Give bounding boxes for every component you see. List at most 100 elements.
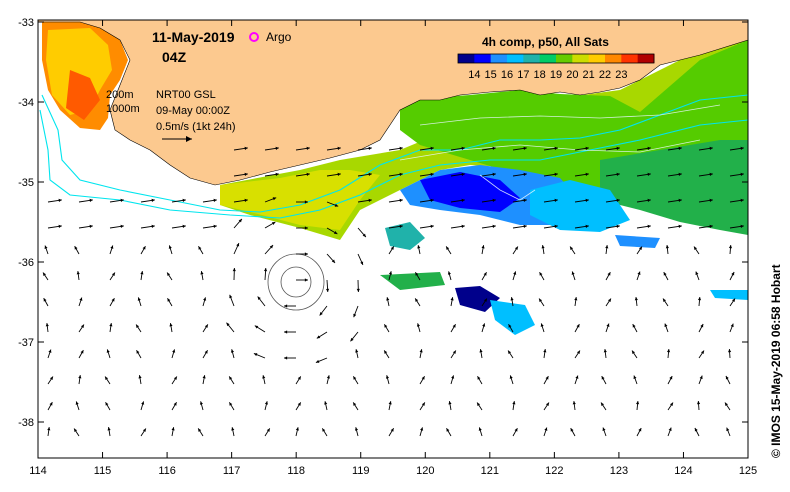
streamline-3 — [479, 174, 536, 201]
vector-arrow — [508, 323, 514, 333]
vector-arrow — [171, 349, 176, 359]
vector-arrow — [254, 325, 266, 333]
x-tick-label: 120 — [416, 465, 434, 477]
vector-arrow — [316, 331, 328, 339]
vector-arrow — [450, 324, 456, 333]
vector-arrow — [202, 324, 209, 333]
vector-arrow — [228, 402, 235, 411]
vector-arrow — [574, 224, 589, 229]
x-tick-label: 118 — [287, 465, 305, 477]
vector-arrow — [357, 227, 367, 238]
vector-arrow — [543, 198, 558, 203]
vector-arrow — [450, 375, 455, 385]
vector-arrow — [636, 401, 640, 411]
vector-arrow — [140, 224, 155, 229]
vector-arrow — [105, 401, 111, 411]
vector-arrow — [326, 146, 341, 151]
colorbar-tick-label: 17 — [517, 69, 529, 81]
vector-arrow — [667, 224, 682, 229]
vector-arrow — [140, 401, 145, 411]
vector-arrow — [169, 323, 173, 333]
vector-arrow — [695, 271, 700, 281]
vector-arrow — [667, 375, 673, 385]
vector-arrow — [263, 267, 268, 281]
vector-arrow — [698, 224, 713, 229]
argo-marker-icon — [249, 32, 259, 42]
vector-arrow — [698, 172, 713, 177]
vector-arrow — [724, 402, 731, 411]
vector-arrow — [76, 271, 80, 281]
vector-arrow — [202, 350, 208, 359]
vector-arrow — [728, 348, 732, 359]
vector-arrow — [264, 401, 268, 411]
vector-arrow — [605, 323, 610, 333]
vector-arrow — [171, 427, 175, 437]
vector-arrow — [264, 197, 277, 203]
colorbar-tick-label: 16 — [501, 69, 513, 81]
vector-arrow — [198, 246, 204, 255]
vector-arrow — [106, 349, 111, 359]
vector-arrow — [636, 224, 651, 229]
vector-arrow — [571, 271, 576, 281]
colorbar-tick-label: 21 — [583, 69, 595, 81]
vector-arrow — [481, 224, 496, 229]
vector-arrow — [233, 198, 248, 203]
vector-arrow — [605, 245, 609, 255]
vector-arrow — [136, 349, 142, 359]
vector-arrow — [295, 402, 302, 411]
vector-arrow — [479, 349, 483, 359]
vector-arrow — [481, 245, 485, 255]
vector-arrow — [636, 146, 651, 151]
vector-arrow — [171, 224, 186, 229]
vector-arrow — [729, 172, 744, 177]
vector-arrow — [663, 271, 669, 281]
vector-arrow — [357, 253, 364, 266]
vector-arrow — [202, 297, 207, 307]
vector-arrow — [543, 402, 550, 411]
colorbar-swatch — [523, 54, 541, 63]
plot-frame — [37, 19, 749, 459]
vector-arrow — [574, 146, 589, 151]
vector-arrow — [600, 402, 607, 411]
vector-arrow — [540, 323, 545, 333]
vector-arrow — [481, 172, 496, 177]
vector-arrow — [417, 245, 421, 255]
vector-arrow — [447, 271, 452, 281]
vector-arrow — [698, 375, 703, 385]
colorbar-border — [457, 53, 655, 64]
vector-arrow — [140, 271, 144, 281]
vector-arrow — [78, 297, 83, 307]
vector-arrow — [262, 375, 266, 385]
vector-arrow — [509, 375, 514, 385]
vector-arrow — [284, 356, 296, 360]
vector-arrow — [357, 198, 372, 203]
vector-arrow — [355, 349, 359, 359]
vector-arrow — [539, 271, 545, 281]
vector-arrow — [319, 305, 328, 316]
vector-arrow — [171, 376, 178, 385]
vector-arrow — [233, 146, 248, 151]
contour-200m — [41, 94, 749, 213]
vector-arrow — [543, 427, 548, 437]
vector-arrow — [383, 350, 390, 359]
vector-arrow — [109, 245, 114, 255]
vector-arrow — [171, 402, 177, 411]
vector-arrow — [226, 322, 235, 333]
vector-arrow — [357, 146, 372, 151]
vector-arrow — [197, 428, 204, 437]
vector-arrow — [138, 375, 142, 385]
vector-arrow — [667, 172, 682, 177]
vector-arrow — [631, 350, 638, 359]
x-axis: 114 115 116 117 118 119 120 121 122 123 124 125 — [29, 20, 757, 477]
vector-arrow — [698, 146, 713, 151]
vector-arrow — [385, 375, 390, 385]
vector-arrow — [107, 427, 111, 437]
vector-arrow — [605, 198, 620, 203]
vector-arrow — [388, 271, 392, 281]
vector-arrow — [694, 427, 700, 437]
vector-arrow — [636, 172, 651, 177]
vector-arrow — [574, 375, 579, 385]
vector-arrow — [574, 323, 580, 333]
vector-arrow — [45, 323, 49, 333]
vector-arrow — [326, 201, 339, 207]
